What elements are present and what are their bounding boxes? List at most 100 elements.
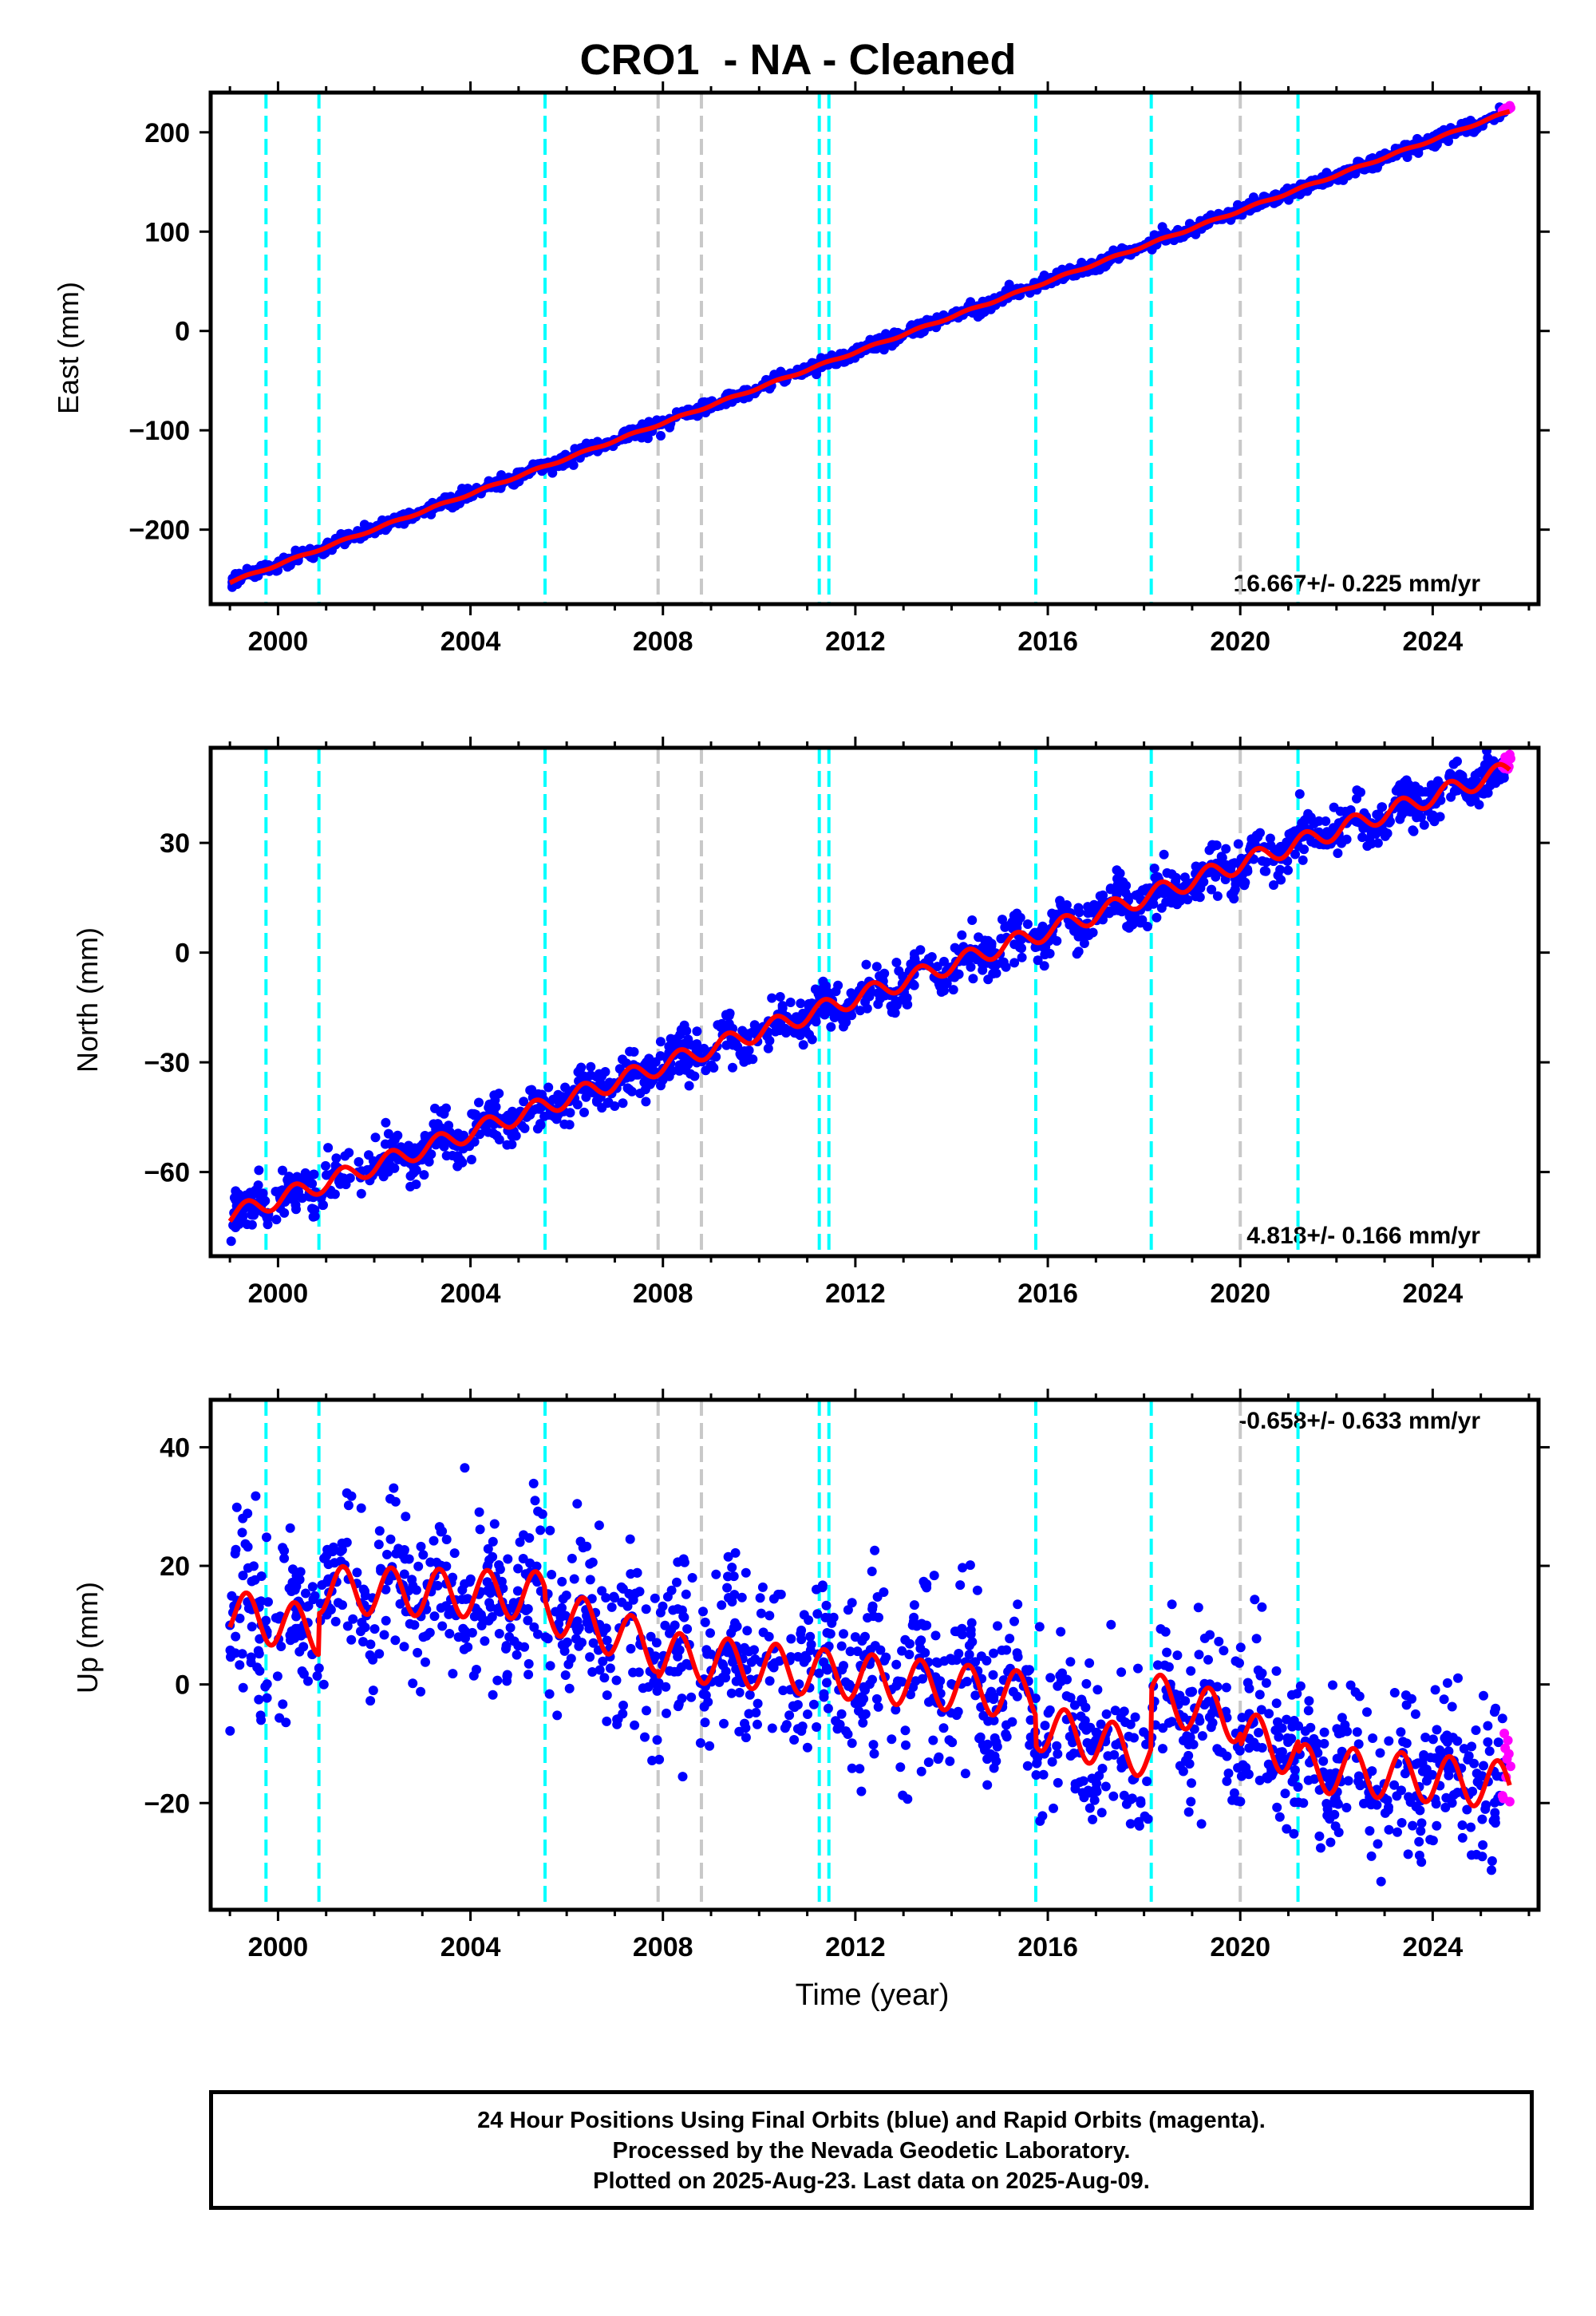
final-orbit-point (1015, 943, 1025, 953)
final-orbit-point (585, 1652, 595, 1662)
final-orbit-point (873, 999, 883, 1010)
final-orbit-point (946, 1654, 956, 1664)
final-orbit-point (1362, 1707, 1372, 1717)
final-orbit-point (1303, 1775, 1314, 1785)
y-tick-label: 40 (160, 1433, 190, 1463)
final-orbit-point (543, 1634, 553, 1644)
final-orbit-point (822, 1665, 832, 1675)
final-orbit-point (247, 1576, 257, 1587)
final-orbit-point (1030, 1694, 1041, 1703)
final-orbit-point (405, 1618, 415, 1629)
final-orbit-point (568, 460, 579, 470)
east-rate-label: 16.667+/- 0.225 mm/yr (1234, 571, 1481, 597)
final-orbit-point (460, 1626, 470, 1636)
final-orbit-point (1343, 1776, 1353, 1786)
final-orbit-point (642, 1705, 651, 1716)
final-orbit-point (594, 1069, 604, 1079)
final-orbit-point (1171, 876, 1181, 887)
final-orbit-point (1432, 1725, 1442, 1735)
final-orbit-point (494, 1089, 504, 1099)
final-orbit-point (1199, 1633, 1210, 1643)
final-orbit-point (998, 957, 1009, 967)
final-orbit-point (989, 1648, 998, 1658)
up-panel: Up (mm) -0.658+/- 0.633 mm/yr Time (year… (71, 1389, 1550, 2012)
final-orbit-point (431, 1140, 441, 1150)
final-orbit-point (308, 1204, 318, 1215)
final-orbit-point (1222, 1776, 1232, 1786)
final-orbit-point (770, 1026, 780, 1037)
final-orbit-point (1333, 848, 1343, 859)
x-tick-label: 2016 (1017, 626, 1078, 657)
final-orbit-point (968, 974, 978, 984)
final-orbit-point (310, 1591, 320, 1601)
final-orbit-point (1444, 1765, 1454, 1776)
final-orbit-point (595, 1665, 605, 1675)
final-orbit-point (1365, 834, 1375, 844)
final-orbit-point (856, 1692, 867, 1702)
final-orbit-point (528, 1478, 539, 1488)
final-orbit-point (1233, 839, 1243, 849)
final-orbit-point (256, 1715, 267, 1725)
final-orbit-point (1096, 1808, 1107, 1818)
final-orbit-point (1156, 1624, 1166, 1634)
final-orbit-point (489, 1519, 500, 1529)
final-orbit-point (898, 971, 908, 982)
final-orbit-point (373, 1539, 384, 1550)
final-orbit-point (314, 1663, 324, 1674)
final-orbit-point (1179, 1735, 1188, 1745)
final-orbit-point (1316, 1843, 1325, 1853)
caption-line-1: 24 Hour Positions Using Final Orbits (bl… (477, 2108, 1266, 2133)
final-orbit-point (886, 1001, 896, 1011)
final-orbit-point (1401, 1700, 1412, 1710)
final-orbit-point (1298, 855, 1308, 865)
final-orbit-point (701, 1690, 711, 1701)
east-axis-ylabel: East (mm) (52, 282, 85, 414)
final-orbit-point (1265, 833, 1275, 844)
final-orbit-point (1193, 1603, 1203, 1613)
final-orbit-point (476, 1620, 487, 1630)
final-orbit-point (1061, 1691, 1072, 1701)
final-orbit-point (521, 1606, 531, 1615)
final-orbit-point (730, 1037, 741, 1048)
final-orbit-point (321, 1160, 330, 1171)
final-orbit-point (1407, 783, 1417, 793)
final-orbit-point (923, 954, 934, 964)
final-orbit-point (640, 1732, 650, 1742)
final-orbit-point (808, 1699, 819, 1709)
final-orbit-point (545, 1661, 555, 1671)
final-orbit-point (864, 991, 875, 1002)
final-orbit-point (843, 1010, 853, 1021)
final-orbit-point (810, 1014, 820, 1024)
final-orbit-point (950, 972, 960, 982)
final-orbit-point (1328, 823, 1338, 833)
final-orbit-point (1005, 1634, 1015, 1644)
final-orbit-point (736, 1050, 746, 1061)
final-orbit-point (460, 1463, 470, 1473)
final-orbit-point (871, 1694, 882, 1704)
final-orbit-point (399, 1569, 409, 1579)
final-orbit-point (1045, 1705, 1055, 1715)
final-orbit-point (1271, 1698, 1282, 1709)
final-orbit-point (722, 1583, 733, 1593)
final-orbit-point (684, 1081, 694, 1091)
final-orbit-point (1259, 866, 1270, 876)
final-orbit-point (867, 1604, 878, 1614)
final-orbit-point (557, 1576, 567, 1587)
final-orbit-point (626, 1072, 636, 1082)
final-orbit-point (966, 1629, 976, 1639)
final-orbit-point (1008, 1686, 1018, 1697)
final-orbit-point (1229, 887, 1239, 897)
final-orbit-point (617, 1597, 627, 1607)
final-orbit-point (1368, 1733, 1378, 1743)
final-orbit-point (307, 1582, 318, 1592)
final-orbit-point (861, 959, 871, 970)
final-orbit-point (679, 1612, 689, 1622)
final-orbit-point (364, 1150, 373, 1160)
final-orbit-point (654, 1754, 665, 1765)
final-orbit-point (963, 955, 974, 966)
final-orbit-point (1408, 1820, 1418, 1831)
final-orbit-point (1298, 1798, 1309, 1808)
final-orbit-point (753, 1719, 762, 1729)
final-orbit-point (530, 1496, 540, 1506)
final-orbit-point (1244, 1743, 1254, 1753)
